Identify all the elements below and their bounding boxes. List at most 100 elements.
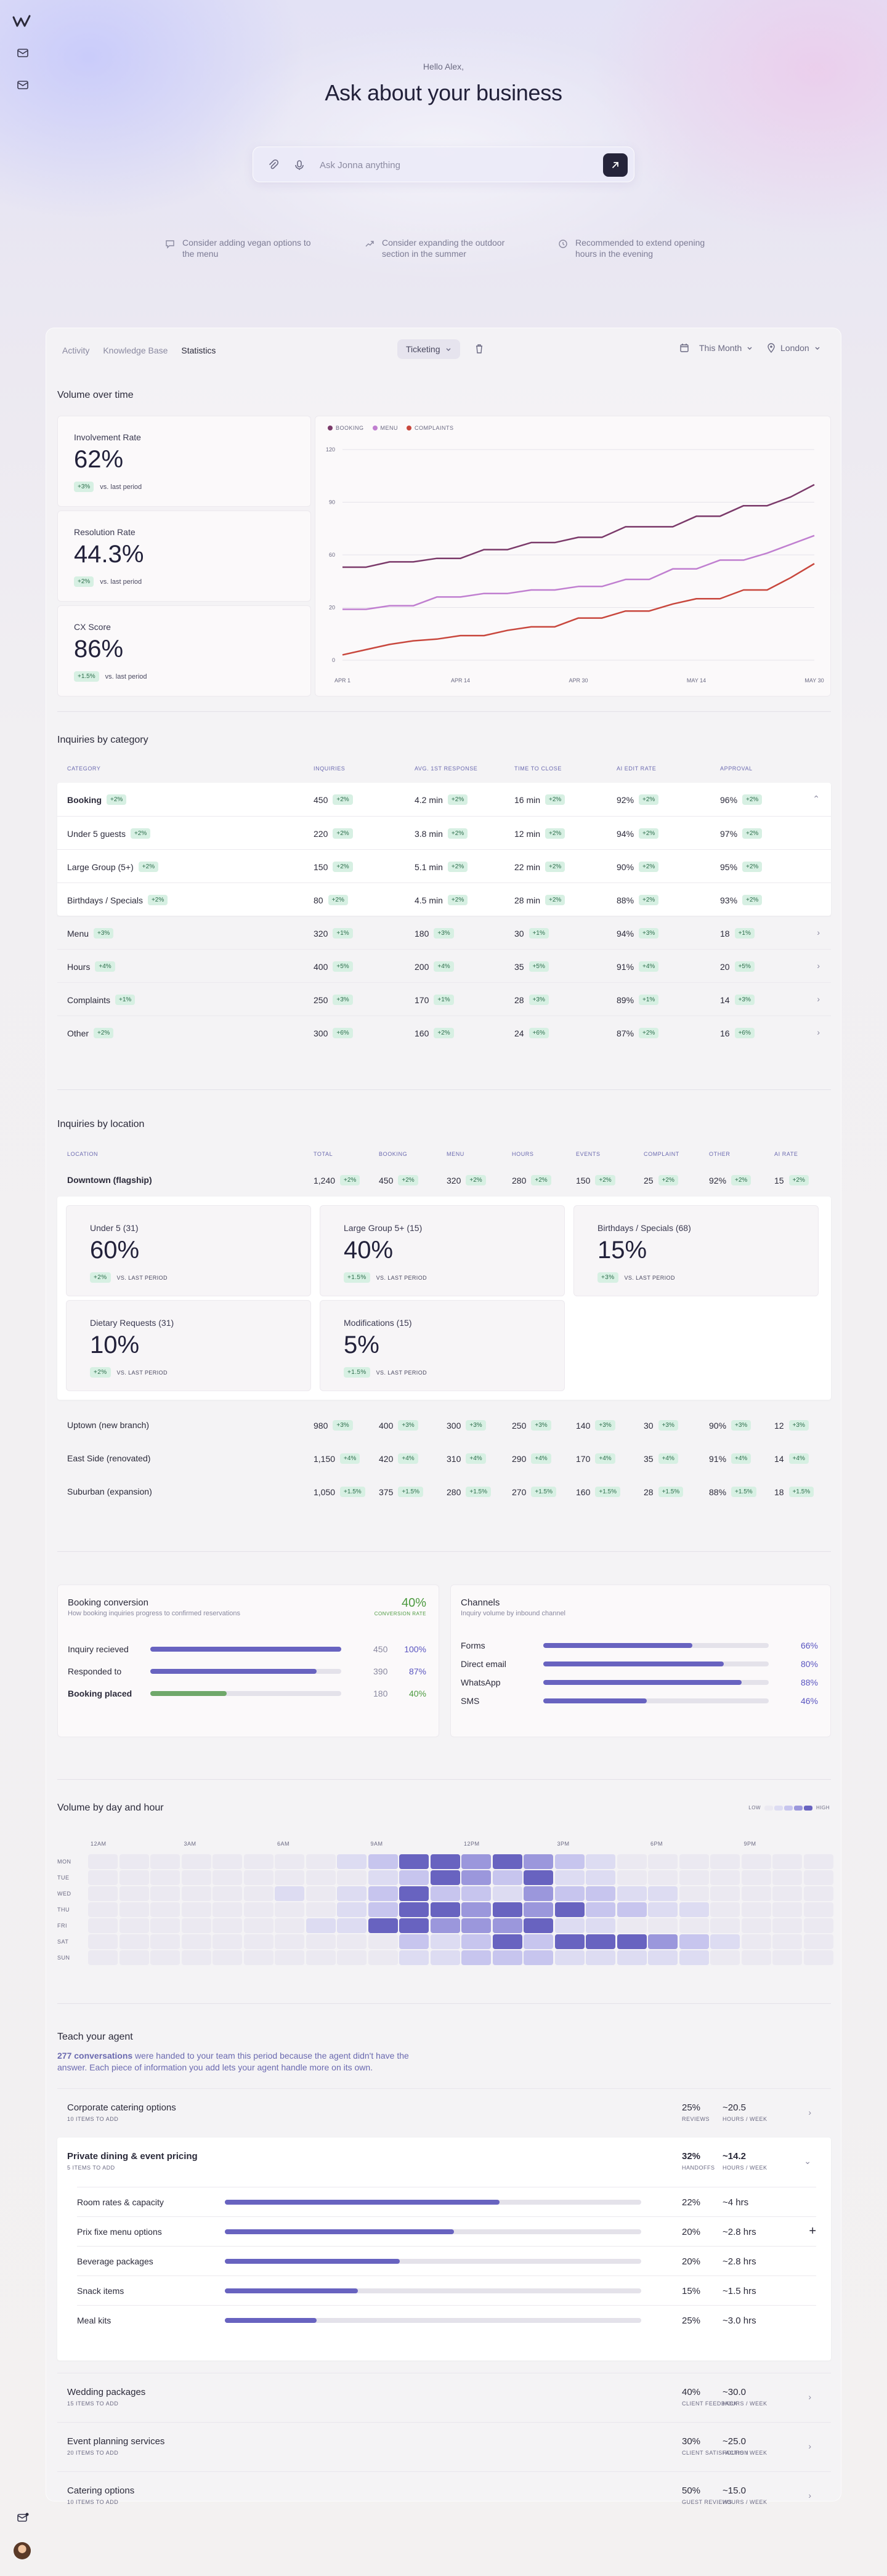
heatmap-cell[interactable] <box>648 1870 678 1885</box>
heatmap-cell[interactable] <box>741 1854 771 1869</box>
heatmap-cell[interactable] <box>399 1870 429 1885</box>
heatmap-cell[interactable] <box>150 1902 180 1917</box>
trash-icon[interactable] <box>474 343 485 354</box>
heatmap-cell[interactable] <box>368 1934 398 1949</box>
tab-knowledge-base[interactable]: Knowledge Base <box>103 345 168 355</box>
heatmap-cell[interactable] <box>524 1918 553 1933</box>
teach-topic-row[interactable]: Catering options 10 ITEMS TO ADD 50% GUEST … <box>57 2471 831 2521</box>
heatmap-cell[interactable] <box>554 1902 585 1917</box>
heatmap-cell[interactable] <box>710 1934 740 1949</box>
table-row[interactable]: Booking +2% 450 +2% 4.2 min +2% 16 min +2% 92% +2… <box>57 783 831 816</box>
heatmap-cell[interactable] <box>617 1854 647 1869</box>
heatmap-cell[interactable] <box>710 1886 740 1901</box>
knowledge-item-row[interactable]: Beverage packages 20% ~2.8 hrs <box>77 2246 816 2275</box>
tab-statistics[interactable]: Statistics <box>181 345 216 355</box>
suggestion-chip[interactable]: Consider adding vegan options to the men… <box>165 237 319 259</box>
heatmap-cell[interactable] <box>524 1950 553 1965</box>
heatmap-cell[interactable] <box>648 1950 678 1965</box>
heatmap-cell[interactable] <box>554 1950 585 1965</box>
heatmap-cell[interactable] <box>306 1950 336 1965</box>
heatmap-cell[interactable] <box>741 1870 771 1885</box>
heatmap-cell[interactable] <box>243 1950 273 1965</box>
heatmap-cell[interactable] <box>648 1934 678 1949</box>
heatmap-cell[interactable] <box>772 1870 802 1885</box>
heatmap-cell[interactable] <box>337 1918 367 1933</box>
heatmap-cell[interactable] <box>181 1918 211 1933</box>
heatmap-cell[interactable] <box>88 1886 118 1901</box>
heatmap-cell[interactable] <box>337 1950 367 1965</box>
notifications-mail-icon[interactable] <box>17 2513 29 2522</box>
heatmap-cell[interactable] <box>275 1918 304 1933</box>
heatmap-cell[interactable] <box>679 1854 709 1869</box>
heatmap-cell[interactable] <box>617 1902 647 1917</box>
heatmap-cell[interactable] <box>275 1902 304 1917</box>
heatmap-cell[interactable] <box>337 1934 367 1949</box>
heatmap-cell[interactable] <box>803 1918 833 1933</box>
chevron-down-icon[interactable]: ⌄ <box>804 2156 811 2166</box>
heatmap-cell[interactable] <box>586 1902 615 1917</box>
heatmap-cell[interactable] <box>772 1902 802 1917</box>
heatmap-cell[interactable] <box>430 1918 460 1933</box>
heatmap-cell[interactable] <box>275 1870 304 1885</box>
chevron-right-icon[interactable]: › <box>817 927 820 937</box>
heatmap-cell[interactable] <box>119 1902 149 1917</box>
heatmap-cell[interactable] <box>119 1918 149 1933</box>
chevron-up-icon[interactable]: ⌃ <box>812 794 820 804</box>
heatmap-cell[interactable] <box>88 1950 118 1965</box>
heatmap-cell[interactable] <box>181 1854 211 1869</box>
heatmap-cell[interactable] <box>306 1934 336 1949</box>
chevron-right-icon[interactable]: › <box>808 2441 811 2451</box>
location-dropdown[interactable]: London <box>767 343 820 353</box>
heatmap-cell[interactable] <box>586 1886 615 1901</box>
heatmap-cell[interactable] <box>554 1854 585 1869</box>
table-row[interactable]: Uptown (new branch) 980 +3% 400 +3% 300 +3% 250… <box>57 1408 831 1442</box>
heatmap-cell[interactable] <box>679 1902 709 1917</box>
heatmap-cell[interactable] <box>88 1902 118 1917</box>
heatmap-cell[interactable] <box>461 1854 491 1869</box>
heatmap-cell[interactable] <box>586 1950 615 1965</box>
heatmap-cell[interactable] <box>243 1870 273 1885</box>
heatmap-cell[interactable] <box>213 1854 242 1869</box>
heatmap-cell[interactable] <box>337 1854 367 1869</box>
heatmap-cell[interactable] <box>399 1886 429 1901</box>
heatmap-cell[interactable] <box>710 1918 740 1933</box>
heatmap-cell[interactable] <box>306 1870 336 1885</box>
heatmap-cell[interactable] <box>430 1950 460 1965</box>
heatmap-cell[interactable] <box>430 1854 460 1869</box>
heatmap-cell[interactable] <box>617 1934 647 1949</box>
heatmap-cell[interactable] <box>586 1934 615 1949</box>
heatmap-cell[interactable] <box>648 1902 678 1917</box>
heatmap-cell[interactable] <box>524 1854 553 1869</box>
heatmap-cell[interactable] <box>150 1950 180 1965</box>
add-item-plus-icon[interactable]: + <box>809 2224 816 2238</box>
table-row[interactable]: Hours +4% 400 +5% 200 +4% 35 +5% 91% +4% 20 +5% › <box>57 949 831 982</box>
heatmap-cell[interactable] <box>617 1886 647 1901</box>
heatmap-cell[interactable] <box>243 1902 273 1917</box>
heatmap-cell[interactable] <box>368 1918 398 1933</box>
heatmap-cell[interactable] <box>648 1854 678 1869</box>
brand-logo[interactable] <box>12 14 32 30</box>
heatmap-cell[interactable] <box>803 1870 833 1885</box>
heatmap-cell[interactable] <box>710 1854 740 1869</box>
heatmap-cell[interactable] <box>492 1934 522 1949</box>
heatmap-cell[interactable] <box>368 1950 398 1965</box>
chevron-right-icon[interactable]: › <box>817 1027 820 1037</box>
heatmap-cell[interactable] <box>524 1886 553 1901</box>
heatmap-cell[interactable] <box>554 1870 585 1885</box>
heatmap-cell[interactable] <box>399 1854 429 1869</box>
heatmap-cell[interactable] <box>586 1854 615 1869</box>
heatmap-cell[interactable] <box>679 1934 709 1949</box>
tab-activity[interactable]: Activity <box>62 345 90 355</box>
heatmap-cell[interactable] <box>617 1918 647 1933</box>
heatmap-cell[interactable] <box>772 1918 802 1933</box>
knowledge-item-row[interactable]: Snack items 15% ~1.5 hrs <box>77 2275 816 2305</box>
heatmap-cell[interactable] <box>430 1886 460 1901</box>
heatmap-cell[interactable] <box>119 1934 149 1949</box>
period-dropdown[interactable]: This Month <box>679 343 753 353</box>
heatmap-cell[interactable] <box>803 1934 833 1949</box>
heatmap-cell[interactable] <box>88 1870 118 1885</box>
heatmap-cell[interactable] <box>213 1886 242 1901</box>
heatmap-cell[interactable] <box>430 1870 460 1885</box>
heatmap-cell[interactable] <box>119 1950 149 1965</box>
knowledge-item-row[interactable]: Prix fixe menu options 20% ~2.8 hrs + <box>77 2216 816 2246</box>
